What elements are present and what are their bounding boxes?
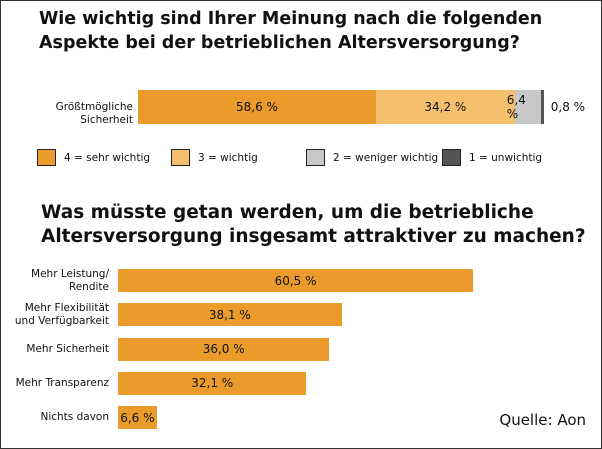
- bar: 6,6 %: [118, 406, 157, 430]
- category-label: Mehr Leistung/Rendite: [31, 267, 109, 293]
- title-line: Wie wichtig sind Ihrer Meinung nach die …: [39, 9, 543, 29]
- bar: 36,0 %: [118, 337, 330, 361]
- data-label: 6,6 %: [120, 410, 155, 425]
- legend-item: 2 = weniger wichtig: [306, 149, 438, 166]
- title-line: Aspekte bei der betrieblichen Altersvers…: [39, 33, 520, 53]
- legend-item: 3 = wichtig: [171, 149, 258, 166]
- data-label: 60,5 %: [274, 273, 317, 288]
- data-label: 0,8 %: [550, 100, 586, 114]
- bar: 38,1 %: [118, 303, 342, 327]
- bar: 32,1 %: [118, 371, 307, 395]
- bar-segment: [514, 90, 541, 124]
- category-label: Nichts davon: [40, 411, 109, 424]
- source-note: Quelle: Aon: [499, 411, 586, 429]
- data-label: 34,2 %: [424, 100, 467, 114]
- data-label: 6,4 %: [506, 93, 526, 121]
- legend-item: 1 = unwichtig: [442, 149, 542, 166]
- category-label: Mehr Flexibilität und Verfügbarkeit: [14, 301, 109, 327]
- bar: 60,5 %: [118, 269, 474, 292]
- category-label: Mehr Transparenz: [15, 376, 109, 389]
- legend-label: 1 = unwichtig: [469, 151, 543, 164]
- category-label: Mehr Sicherheit: [26, 342, 109, 355]
- bottom-chart-title: Was müsste getan werden, um die betriebl…: [41, 201, 586, 249]
- data-label: 38,1 %: [208, 307, 251, 322]
- data-label: 32,1 %: [191, 376, 234, 391]
- category-label: Größtmögliche Sicherheit: [55, 101, 133, 126]
- title-line: Was müsste getan werden, um die betriebl…: [41, 202, 534, 223]
- data-label: 36,0 %: [202, 342, 245, 357]
- title-line: Altersversorgung insgesamt attraktiver z…: [41, 226, 586, 247]
- legend-item: 4 = sehr wichtig: [37, 149, 150, 166]
- legend-swatch: [442, 149, 461, 166]
- bar-segment: [138, 90, 376, 124]
- legend-label: 3 = wichtig: [198, 151, 258, 164]
- legend-label: 4 = sehr wichtig: [64, 151, 151, 164]
- legend-label: 2 = weniger wichtig: [333, 151, 439, 164]
- bar-segment: [540, 90, 544, 124]
- data-label: 58,6 %: [235, 100, 278, 114]
- legend-swatch: [306, 149, 325, 166]
- legend-swatch: [171, 149, 190, 166]
- bar-segment: [375, 90, 515, 124]
- legend-swatch: [37, 149, 56, 166]
- top-chart-title: Wie wichtig sind Ihrer Meinung nach die …: [39, 7, 542, 55]
